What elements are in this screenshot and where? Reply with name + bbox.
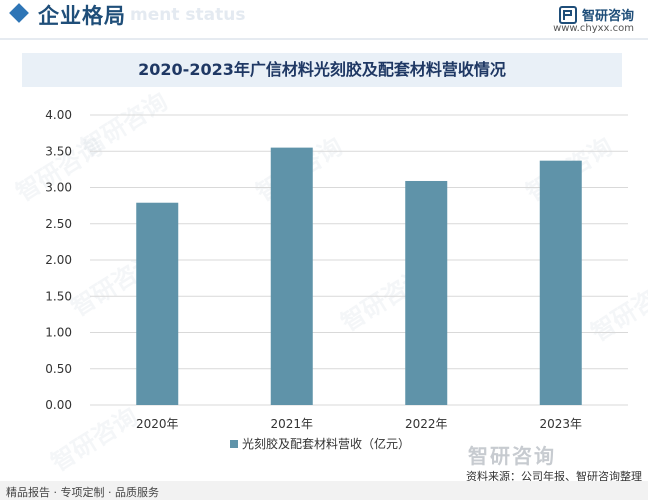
x-tick-label: 2023年 xyxy=(539,417,582,431)
y-tick-label: 2.00 xyxy=(45,253,72,267)
chart-title: 2020-2023年广信材料光刻胶及配套材料营收情况 xyxy=(138,60,506,79)
y-tick-label: 0.00 xyxy=(45,398,72,412)
bottom-watermark: 智研咨询 xyxy=(468,444,556,468)
legend-swatch xyxy=(230,440,238,448)
chart-title-box: 2020-2023年广信材料光刻胶及配套材料营收情况 xyxy=(22,53,622,87)
bar xyxy=(270,147,313,405)
x-tick-label: 2020年 xyxy=(136,417,179,431)
legend-label: 光刻胶及配套材料营收（亿元） xyxy=(242,436,410,451)
y-tick-label: 3.00 xyxy=(45,181,72,195)
page-header: ment status 企业格局 xyxy=(0,0,648,34)
y-tick-label: 1.50 xyxy=(45,289,72,303)
bar xyxy=(539,160,582,405)
y-tick-label: 3.50 xyxy=(45,144,72,158)
header-divider xyxy=(0,38,648,40)
brand-url[interactable]: www.chyxx.com xyxy=(553,23,634,34)
footer-slogan: 精品报告 · 专项定制 · 品质服务 xyxy=(6,486,159,499)
y-tick-label: 1.00 xyxy=(45,326,72,340)
y-tick-label: 0.50 xyxy=(45,362,72,376)
bar xyxy=(136,202,179,405)
data-source: 资料来源：公司年报、智研咨询整理 xyxy=(466,470,642,483)
header-subtitle: ment status xyxy=(130,5,246,25)
x-tick-label: 2021年 xyxy=(270,417,313,431)
page-footer: 精品报告 · 专项定制 · 品质服务 xyxy=(0,481,648,500)
y-tick-label: 4.00 xyxy=(45,108,72,122)
bar xyxy=(405,180,448,405)
brand[interactable]: 智研咨询 xyxy=(558,4,634,24)
brand-logo-icon xyxy=(558,5,577,24)
x-tick-label: 2022年 xyxy=(405,417,448,431)
y-tick-label: 2.50 xyxy=(45,217,72,231)
brand-name: 智研咨询 xyxy=(581,9,634,24)
page-title: 企业格局 xyxy=(38,4,126,28)
